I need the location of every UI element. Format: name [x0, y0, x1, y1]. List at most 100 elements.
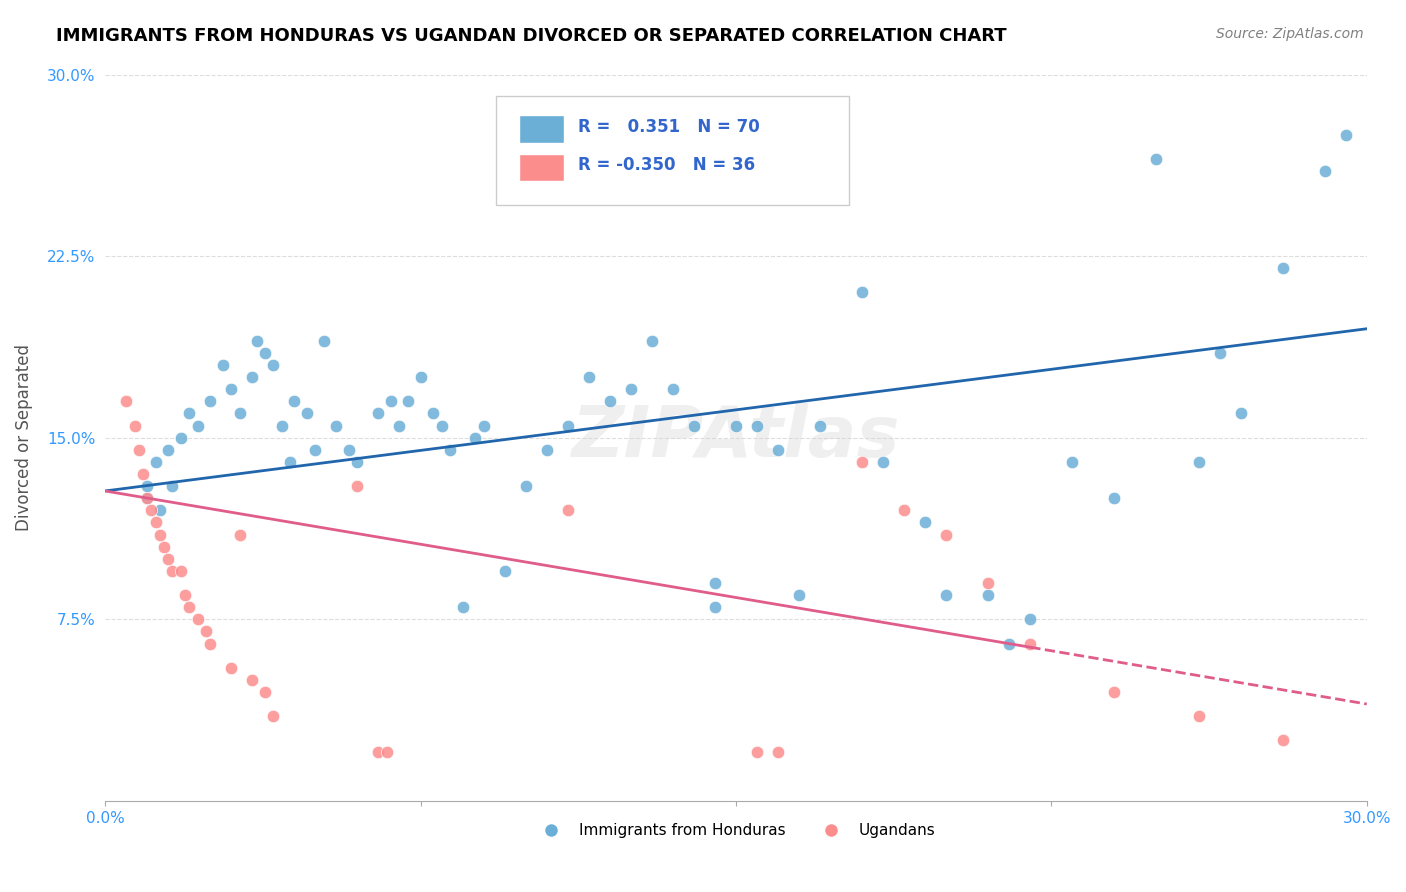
Point	[200, 636, 222, 650]
Point	[145, 516, 167, 530]
Point	[240, 673, 263, 687]
Point	[536, 442, 558, 457]
Point	[1208, 346, 1230, 360]
Point	[557, 503, 579, 517]
Text: IMMIGRANTS FROM HONDURAS VS UGANDAN DIVORCED OR SEPARATED CORRELATION CHART: IMMIGRANTS FROM HONDURAS VS UGANDAN DIVO…	[56, 27, 1007, 45]
Point	[187, 612, 209, 626]
Point	[451, 600, 474, 615]
Point	[219, 661, 242, 675]
Point	[893, 503, 915, 517]
Point	[977, 576, 1000, 591]
Point	[240, 370, 263, 384]
Point	[396, 394, 419, 409]
Point	[515, 479, 537, 493]
Point	[228, 407, 250, 421]
Text: ZIPAtlas: ZIPAtlas	[572, 403, 900, 472]
Point	[132, 467, 155, 481]
Point	[1271, 261, 1294, 276]
Point	[641, 334, 664, 348]
Point	[179, 600, 201, 615]
Point	[367, 407, 389, 421]
Point	[998, 636, 1021, 650]
Point	[124, 418, 146, 433]
Point	[149, 527, 172, 541]
Point	[346, 479, 368, 493]
Point	[1187, 709, 1209, 723]
Point	[464, 431, 486, 445]
FancyBboxPatch shape	[519, 153, 564, 181]
Point	[439, 442, 461, 457]
Point	[1313, 164, 1336, 178]
Point	[1019, 636, 1042, 650]
Point	[136, 479, 159, 493]
FancyBboxPatch shape	[496, 96, 849, 205]
Point	[557, 418, 579, 433]
Point	[162, 479, 184, 493]
Point	[851, 455, 873, 469]
Point	[136, 491, 159, 506]
Point	[599, 394, 621, 409]
Point	[270, 418, 292, 433]
Point	[174, 588, 197, 602]
Point	[472, 418, 495, 433]
Point	[170, 431, 193, 445]
Point	[149, 503, 172, 517]
Point	[935, 527, 957, 541]
Point	[157, 551, 180, 566]
Point	[346, 455, 368, 469]
Point	[745, 418, 768, 433]
Point	[278, 455, 301, 469]
Point	[1146, 153, 1168, 167]
Point	[409, 370, 432, 384]
Point	[228, 527, 250, 541]
Point	[1187, 455, 1209, 469]
Point	[422, 407, 444, 421]
Point	[808, 418, 831, 433]
Text: R =   0.351   N = 70: R = 0.351 N = 70	[578, 118, 761, 136]
Text: Source: ZipAtlas.com: Source: ZipAtlas.com	[1216, 27, 1364, 41]
Point	[1104, 685, 1126, 699]
Point	[1062, 455, 1084, 469]
Point	[170, 564, 193, 578]
Point	[262, 358, 284, 372]
Point	[766, 442, 789, 457]
Point	[703, 576, 725, 591]
Point	[367, 746, 389, 760]
Point	[179, 407, 201, 421]
Point	[212, 358, 235, 372]
Point	[295, 407, 318, 421]
Point	[195, 624, 218, 639]
Point	[1334, 128, 1357, 142]
Point	[128, 442, 150, 457]
Point	[136, 491, 159, 506]
Point	[304, 442, 326, 457]
Point	[683, 418, 706, 433]
Point	[703, 600, 725, 615]
Point	[380, 394, 402, 409]
Point	[375, 746, 398, 760]
Point	[1019, 612, 1042, 626]
Point	[388, 418, 411, 433]
Point	[935, 588, 957, 602]
Point	[430, 418, 453, 433]
Point	[312, 334, 335, 348]
Y-axis label: Divorced or Separated: Divorced or Separated	[15, 344, 32, 532]
Point	[851, 285, 873, 300]
Point	[494, 564, 516, 578]
FancyBboxPatch shape	[519, 115, 564, 143]
Point	[1104, 491, 1126, 506]
Point	[141, 503, 163, 517]
Point	[253, 346, 276, 360]
Point	[262, 709, 284, 723]
Point	[914, 516, 936, 530]
Point	[872, 455, 894, 469]
Point	[325, 418, 347, 433]
Point	[578, 370, 600, 384]
Point	[157, 442, 180, 457]
Point	[1271, 733, 1294, 747]
Point	[153, 540, 176, 554]
Point	[245, 334, 267, 348]
Text: R = -0.350   N = 36: R = -0.350 N = 36	[578, 156, 755, 174]
Point	[620, 382, 643, 396]
Point	[977, 588, 1000, 602]
